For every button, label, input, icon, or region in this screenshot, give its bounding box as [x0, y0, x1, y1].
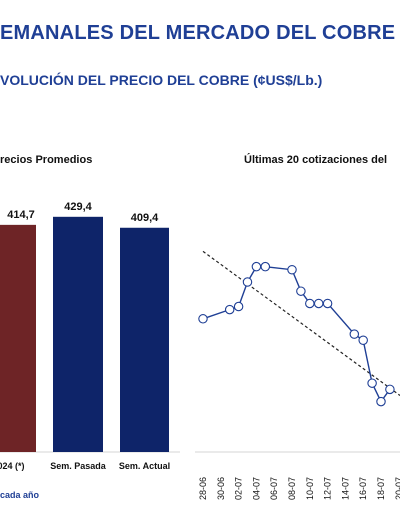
bar-category-label-0: 024 (*) — [0, 461, 25, 471]
series-point-4 — [251, 261, 262, 272]
footnote: cada año — [0, 490, 40, 500]
series-point-5 — [260, 261, 271, 272]
series-point-14 — [376, 396, 386, 407]
series-point-10 — [322, 298, 333, 309]
bar-value-label-1: 429,4 — [64, 201, 92, 213]
bar-0 — [0, 224, 36, 452]
x-tick-label-7: 12-07 — [323, 477, 333, 500]
x-tick-label-1: 30-06 — [216, 477, 226, 500]
trend-line — [202, 250, 400, 396]
series-line — [202, 265, 391, 403]
series-point-13 — [367, 378, 377, 388]
bar-value-label-0: 414,7 — [7, 209, 35, 221]
subtitle-text: VOLUCIÓN DEL PRECIO DEL COBRE (¢US$/Lb.) — [0, 72, 323, 88]
bar-2 — [120, 227, 169, 452]
x-tick-label-8: 14-07 — [340, 477, 350, 500]
x-tick-label-4: 06-07 — [269, 477, 279, 500]
x-tick-label-11: 20-07 — [394, 477, 400, 500]
series-point-7 — [296, 286, 306, 296]
series-point-11 — [349, 329, 360, 339]
x-tick-label-3: 04-07 — [251, 477, 261, 500]
series-point-1 — [224, 304, 235, 315]
series-point-15 — [385, 384, 395, 395]
bar-chart-title: recios Promedios — [0, 154, 93, 166]
x-tick-label-2: 02-07 — [234, 477, 244, 500]
line-chart-title: Últimas 20 cotizaciones del — [244, 154, 388, 166]
x-tick-label-0: 28-06 — [198, 477, 208, 500]
series-point-2 — [233, 301, 244, 312]
bar-category-label-1: Sem. Pasada — [50, 461, 107, 471]
series-point-12 — [358, 335, 368, 346]
page-subtitle: VOLUCIÓN DEL PRECIO DEL COBRE (¢US$/Lb.) — [0, 72, 322, 88]
bar-value-label-2: 409,4 — [131, 212, 159, 224]
x-tick-label-6: 10-07 — [305, 477, 315, 500]
x-tick-label-10: 18-07 — [376, 477, 386, 500]
x-tick-label-5: 08-07 — [287, 477, 297, 500]
series-point-0 — [198, 314, 208, 324]
page-title: EMANALES DEL MERCADO DEL COBRE — [0, 22, 396, 44]
bar-category-label-2: Sem. Actual — [119, 461, 170, 471]
x-tick-label-9: 16-07 — [358, 477, 368, 500]
series-point-9 — [313, 298, 324, 309]
bar-1 — [53, 216, 103, 452]
series-point-3 — [242, 277, 253, 287]
series-point-8 — [305, 298, 315, 309]
series-point-6 — [287, 264, 297, 275]
